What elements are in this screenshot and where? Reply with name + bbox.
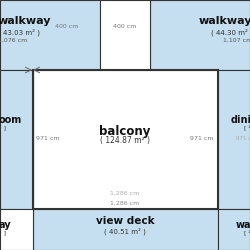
- Text: oom: oom: [0, 115, 22, 125]
- Text: walkway: walkway: [0, 16, 51, 26]
- Bar: [32, 209, 218, 250]
- Text: [ ²: [ ²: [244, 125, 250, 130]
- Bar: [100, 0, 150, 70]
- Bar: [0, 209, 32, 250]
- Text: 400 cm: 400 cm: [54, 24, 78, 29]
- Text: ( 44.30 m² ): ( 44.30 m² ): [210, 28, 250, 36]
- Text: ( 124.87 m² ): ( 124.87 m² ): [100, 136, 150, 144]
- Text: 1,076 cm: 1,076 cm: [0, 38, 27, 43]
- Text: ( 43.03 m² ): ( 43.03 m² ): [0, 28, 40, 36]
- Text: 971 c: 971 c: [236, 136, 250, 141]
- Text: ² ]: ² ]: [0, 230, 6, 235]
- Text: dini: dini: [230, 115, 250, 125]
- Text: 1,107 cm: 1,107 cm: [223, 38, 250, 43]
- Bar: [218, 70, 250, 209]
- Text: 971 cm: 971 cm: [36, 136, 60, 141]
- Text: ay: ay: [0, 220, 12, 230]
- Bar: [150, 0, 250, 70]
- Text: 971 cm: 971 cm: [190, 136, 214, 141]
- Text: walkway: walkway: [199, 16, 250, 26]
- Text: balcony: balcony: [99, 125, 151, 138]
- Bar: [32, 70, 218, 209]
- Text: wa: wa: [236, 220, 250, 230]
- Bar: [0, 70, 32, 209]
- Text: 1,286 cm: 1,286 cm: [110, 201, 140, 206]
- Text: view deck: view deck: [96, 216, 154, 226]
- Bar: [32, 70, 218, 209]
- Bar: [0, 0, 100, 70]
- Text: [ ²: [ ²: [244, 230, 250, 235]
- Text: 1,286 cm: 1,286 cm: [110, 191, 140, 196]
- Text: 400 cm: 400 cm: [113, 24, 137, 29]
- Text: ( 40.51 m² ): ( 40.51 m² ): [104, 228, 146, 235]
- Bar: [218, 209, 250, 250]
- Text: ² ]: ² ]: [0, 125, 6, 130]
